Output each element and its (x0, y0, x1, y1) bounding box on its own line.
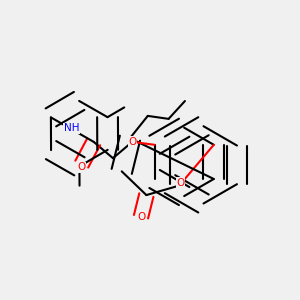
Text: NH: NH (64, 124, 79, 134)
Text: O: O (137, 212, 145, 222)
Text: O: O (78, 162, 86, 172)
Text: O: O (128, 137, 136, 147)
Text: O: O (177, 178, 185, 188)
